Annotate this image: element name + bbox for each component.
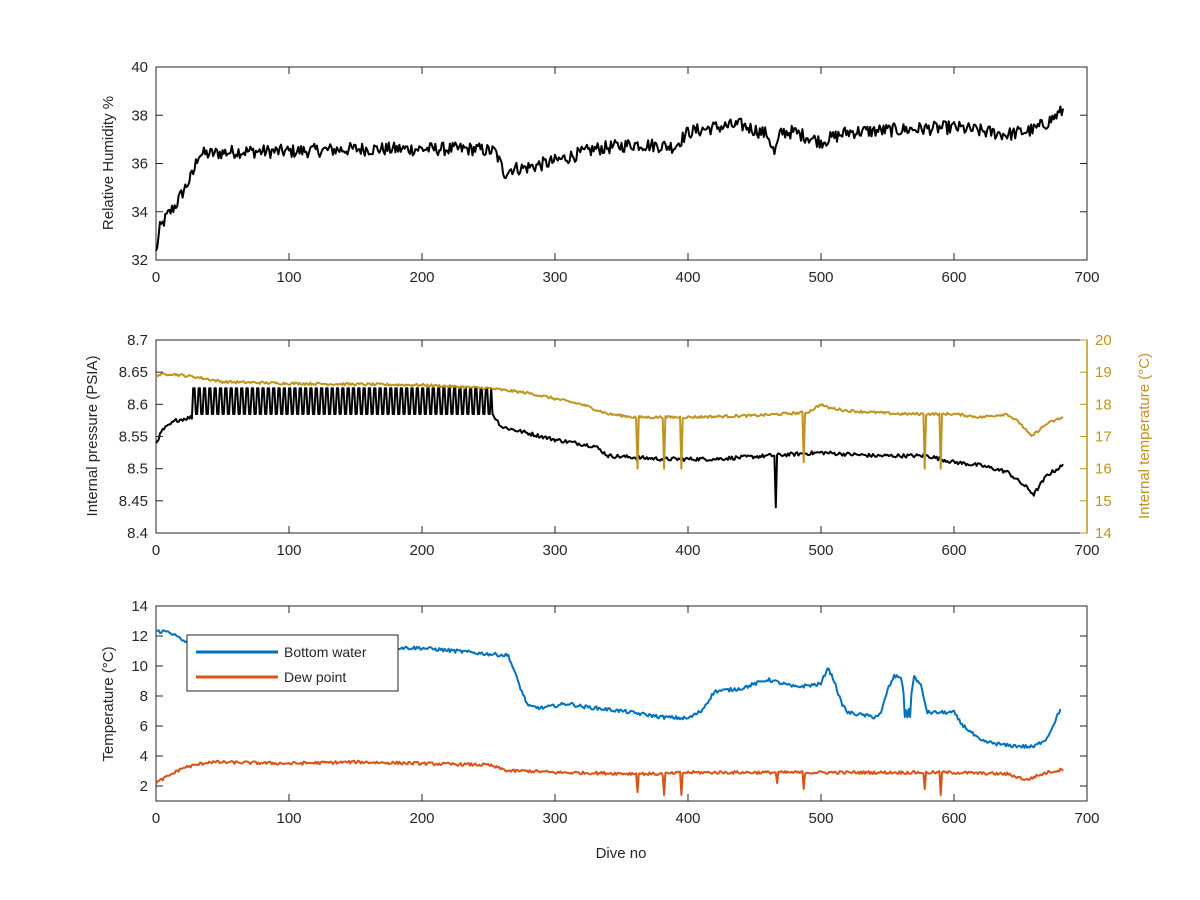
x-tick-label: 300 <box>542 810 567 827</box>
y-tick-label: 8.55 <box>119 429 148 446</box>
y-tick-label-right: 15 <box>1095 493 1112 510</box>
series-lines <box>155 372 1064 509</box>
x-tick-label: 500 <box>808 810 833 827</box>
x-tick-label: 700 <box>1074 810 1099 827</box>
x-tick-label: 600 <box>941 269 966 286</box>
y-tick-label: 8 <box>140 688 148 705</box>
x-tick-label: 300 <box>542 542 567 559</box>
y-tick-label: 4 <box>140 748 148 765</box>
y-tick-label-right: 14 <box>1095 525 1112 542</box>
y-tick-label: 6 <box>140 718 148 735</box>
x-axis-label: Dive no <box>596 845 647 862</box>
y-tick-label-right: 18 <box>1095 396 1112 413</box>
x-tick-label: 100 <box>276 542 301 559</box>
x-tick-label: 200 <box>409 542 434 559</box>
legend-label-bottom-water: Bottom water <box>284 644 367 660</box>
plot-area <box>155 339 1088 534</box>
x-tick-label: 0 <box>152 810 160 827</box>
y-axis-label: Internal pressure (PSIA) <box>84 356 101 517</box>
y-tick-label: 8.5 <box>127 461 148 478</box>
series-line-0 <box>155 387 1064 509</box>
y-tick-label: 14 <box>131 598 148 615</box>
x-tick-label: 500 <box>808 542 833 559</box>
x-tick-label: 100 <box>276 269 301 286</box>
plot-area <box>155 605 1088 802</box>
axis-ticks: 0 100 200 300 400 500 600 700 8.4 8.45 8.5 8.55 8.6 8… <box>119 332 1112 559</box>
y-tick-label: 8.7 <box>127 332 148 349</box>
y-tick-label: 34 <box>131 204 148 221</box>
x-tick-label: 100 <box>276 810 301 827</box>
humidity-panel: 0 100 200 300 400 500 600 700 32 34 36 38 40 Relativ… <box>100 59 1100 286</box>
pressure-panel: 0 100 200 300 400 500 600 700 8.4 8.45 8.5 8.55 8.6 8… <box>84 332 1153 559</box>
legend-box <box>186 634 399 692</box>
series-line-0 <box>155 105 1065 252</box>
y-tick-label: 12 <box>131 628 148 645</box>
axis-ticks: 0 100 200 300 400 500 600 700 32 34 36 38 40 <box>131 59 1099 286</box>
y-tick-label: 8.65 <box>119 364 148 381</box>
y-tick-label: 10 <box>131 658 148 675</box>
x-tick-label: 300 <box>542 269 567 286</box>
y-tick-label-right: 16 <box>1095 461 1112 478</box>
x-tick-label: 700 <box>1074 542 1099 559</box>
x-tick-label: 600 <box>941 810 966 827</box>
axis-ticks: 0 100 200 300 400 500 600 700 2 4 6 8 10 12 14 <box>131 598 1099 827</box>
x-tick-label: 400 <box>675 542 700 559</box>
x-tick-label: 500 <box>808 269 833 286</box>
x-tick-label: 0 <box>152 542 160 559</box>
legend-label-dew-point: Dew point <box>284 669 346 685</box>
x-tick-label: 600 <box>941 542 966 559</box>
x-tick-label: 0 <box>152 269 160 286</box>
y-tick-label: 8.45 <box>119 493 148 510</box>
legend: Bottom water Dew point <box>186 634 399 692</box>
x-tick-label: 400 <box>675 269 700 286</box>
y-tick-label-right: 20 <box>1095 332 1112 349</box>
y-tick-label: 2 <box>140 778 148 795</box>
y-axis-label: Temperature (°C) <box>100 646 117 761</box>
y-tick-label: 8.6 <box>127 396 148 413</box>
y-tick-label: 36 <box>131 156 148 173</box>
y-tick-label: 8.4 <box>127 525 148 542</box>
y-tick-label: 40 <box>131 59 148 76</box>
y-tick-label-right: 19 <box>1095 364 1112 381</box>
plot-area <box>155 66 1088 261</box>
x-tick-label: 700 <box>1074 269 1099 286</box>
series-line-dew-point <box>155 759 1064 796</box>
series-lines <box>155 105 1065 252</box>
temperature-panel: 0 100 200 300 400 500 600 700 2 4 6 8 10 12 14 Tempera… <box>100 598 1100 862</box>
x-tick-label: 400 <box>675 810 700 827</box>
x-tick-label: 200 <box>409 810 434 827</box>
y-tick-label: 32 <box>131 252 148 269</box>
y-tick-label: 38 <box>131 107 148 124</box>
x-tick-label: 200 <box>409 269 434 286</box>
y-tick-label-right: 17 <box>1095 429 1112 446</box>
y-axis-label-right: Internal temperature (°C) <box>1136 353 1153 519</box>
series-line-1 <box>155 372 1064 470</box>
y-axis-label: Relative Humidity % <box>100 96 117 230</box>
